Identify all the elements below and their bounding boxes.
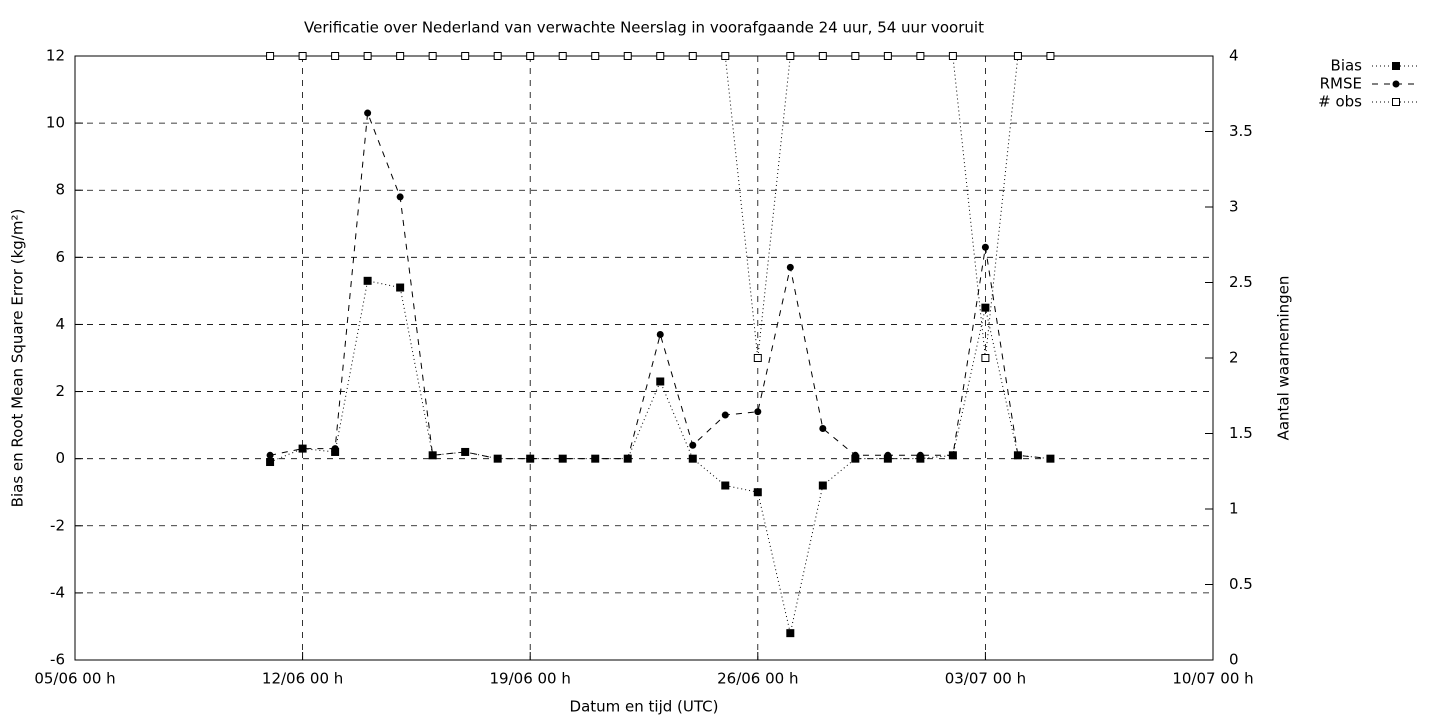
x-tick-label: 26/06 00 h [717, 670, 798, 688]
y2-tick-label: 2 [1229, 349, 1239, 367]
marker [299, 445, 307, 453]
marker [656, 52, 665, 60]
y-tick-label: 6 [55, 248, 65, 266]
marker [688, 52, 697, 60]
marker [688, 454, 697, 463]
marker [461, 52, 470, 60]
marker [298, 52, 307, 60]
marker [981, 303, 990, 312]
marker [786, 52, 795, 60]
marker [916, 451, 924, 459]
y-tick-label: 10 [46, 114, 65, 132]
y2-tick-label: 2.5 [1229, 273, 1253, 291]
marker [429, 451, 437, 459]
marker [1046, 52, 1055, 60]
marker [461, 448, 469, 456]
y-tick-label: -4 [50, 583, 65, 601]
marker [819, 424, 827, 432]
y-tick-label: 2 [55, 382, 65, 400]
legend-marker [1392, 62, 1400, 70]
marker [428, 52, 437, 60]
series-line [269, 112, 1051, 460]
marker [948, 52, 957, 60]
x-tick-label: 05/06 00 h [34, 670, 115, 688]
chart-title: Verificatie over Nederland van verwachte… [304, 19, 984, 37]
y-tick-label: -2 [50, 516, 65, 534]
marker [656, 377, 665, 386]
marker [721, 52, 730, 60]
y-tick-label: 4 [55, 315, 65, 333]
y-tick-label: 0 [55, 449, 65, 467]
marker [981, 354, 990, 362]
marker [624, 455, 632, 463]
x-tick-label: 12/06 00 h [262, 670, 343, 688]
marker [884, 451, 892, 459]
marker [396, 283, 405, 292]
marker [558, 52, 567, 60]
marker [753, 488, 762, 497]
y2-axis-label: Aantal waarnemingen [1275, 276, 1293, 441]
marker [494, 455, 502, 463]
marker [559, 455, 567, 463]
marker [363, 52, 372, 60]
marker [689, 441, 697, 449]
marker [526, 52, 535, 60]
marker [754, 408, 762, 416]
marker [1014, 451, 1022, 459]
marker [363, 276, 372, 285]
legend-label: # obs [1318, 93, 1362, 111]
x-tick-label: 19/06 00 h [490, 670, 571, 688]
marker [364, 109, 372, 117]
y2-tick-label: 3 [1229, 198, 1239, 216]
marker [1046, 455, 1054, 463]
legend-marker [1392, 80, 1400, 88]
marker [396, 193, 404, 201]
marker [266, 52, 275, 60]
x-tick-label: 03/07 00 h [945, 670, 1026, 688]
y2-tick-label: 1 [1229, 500, 1239, 518]
marker [721, 481, 730, 490]
marker [949, 451, 957, 459]
marker [331, 52, 340, 60]
legend-label: Bias [1331, 57, 1363, 75]
marker [721, 411, 729, 419]
marker [786, 263, 794, 271]
marker [623, 52, 632, 60]
y2-tick-label: 3.5 [1229, 122, 1253, 140]
marker [656, 331, 664, 339]
marker [916, 52, 925, 60]
marker [818, 481, 827, 490]
x-tick-label: 10/07 00 h [1172, 670, 1253, 688]
marker [591, 52, 600, 60]
marker [266, 451, 274, 459]
y-tick-label: 12 [46, 47, 65, 65]
marker [591, 455, 599, 463]
marker [526, 455, 534, 463]
x-axis-label: Datum en tijd (UTC) [570, 698, 719, 716]
y2-tick-label: 1.5 [1229, 424, 1253, 442]
marker [883, 52, 892, 60]
y-tick-label: 8 [55, 181, 65, 199]
y2-tick-label: 4 [1229, 47, 1239, 65]
marker [851, 451, 859, 459]
marker [266, 458, 275, 467]
marker [331, 445, 339, 453]
marker [493, 52, 502, 60]
marker [1013, 52, 1022, 60]
y2-tick-label: 0 [1229, 651, 1239, 669]
legend-label: RMSE [1320, 75, 1362, 93]
marker [753, 354, 762, 362]
marker [851, 52, 860, 60]
marker [981, 243, 989, 251]
plot-frame [74, 55, 1214, 661]
marker [786, 629, 795, 638]
y2-tick-label: 0.5 [1229, 575, 1253, 593]
marker [818, 52, 827, 60]
legend-marker [1392, 98, 1400, 106]
series-line [270, 55, 1051, 359]
marker [396, 52, 405, 60]
y-axis-label: Bias en Root Mean Square Error (kg/m²) [9, 209, 27, 508]
y-tick-label: -6 [50, 651, 65, 669]
